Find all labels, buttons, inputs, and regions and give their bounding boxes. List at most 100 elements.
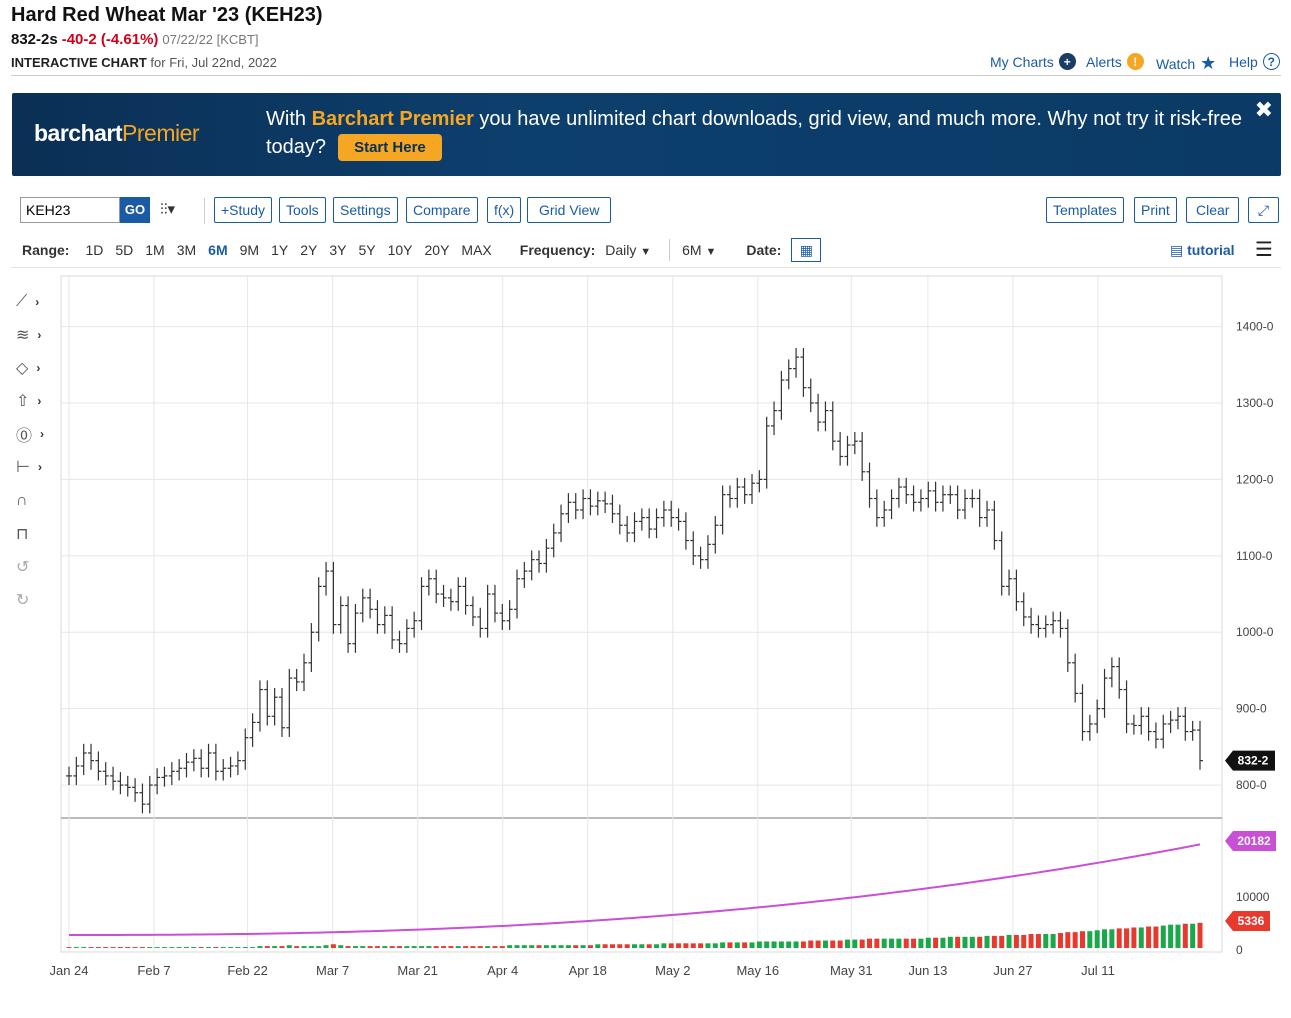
range-option[interactable]: 2Y [300, 242, 318, 258]
volume-bar [213, 947, 219, 948]
date-tick-label: May 16 [736, 963, 779, 978]
fib-tool[interactable]: ≋ › [16, 327, 42, 344]
settings-button[interactable]: Settings [333, 197, 398, 223]
volume-bar [294, 946, 300, 948]
watch-link[interactable]: Watch ★ [1156, 53, 1216, 74]
toolbar-divider [204, 198, 205, 224]
date-tick-label: Jun 27 [993, 963, 1032, 978]
premier-banner: barchartPremier With Barchart Premier yo… [12, 93, 1281, 176]
volume-bar [117, 947, 123, 948]
volume-bar [602, 944, 608, 948]
range-option[interactable]: 3M [176, 242, 197, 258]
help-link[interactable]: Help? [1229, 53, 1280, 70]
start-here-button[interactable]: Start Here [338, 134, 442, 162]
quote-meta: 07/22/22 [KCBT] [162, 32, 259, 47]
range-option[interactable]: 9M [239, 242, 260, 258]
range-option[interactable]: 1M [145, 242, 165, 258]
templates-button[interactable]: Templates [1046, 197, 1124, 223]
volume-bar [933, 937, 939, 948]
shape-tool[interactable]: ◇ › [16, 360, 41, 377]
volume-bar [103, 947, 109, 948]
alerts-label: Alerts [1086, 53, 1122, 70]
volume-bar [705, 943, 711, 948]
volume-bar [911, 938, 917, 948]
grid-view-button[interactable]: Grid View [527, 197, 612, 223]
magnet-tool[interactable]: ∩ [16, 490, 56, 512]
circle-zero-icon: ⓪ [16, 428, 33, 445]
tutorial-link[interactable]: ▤ tutorial [1170, 242, 1235, 259]
print-button[interactable]: Print [1134, 197, 1177, 223]
tools-button[interactable]: Tools [279, 197, 326, 223]
undo-button[interactable]: ↺ [16, 556, 56, 578]
chevron-down-icon: ▼ [705, 246, 717, 258]
close-icon[interactable]: ✖ [1254, 97, 1273, 122]
range-option[interactable]: 5D [115, 242, 134, 258]
volume-bar [88, 947, 94, 948]
go-button[interactable]: GO [120, 197, 150, 223]
volume-bar [536, 945, 542, 948]
calendar-icon[interactable]: ▦ [791, 238, 822, 262]
annotation-tool[interactable]: ⓪ › [16, 423, 56, 445]
arrow-tool[interactable]: ⇧ › [16, 393, 42, 410]
date-tick-label: Mar 21 [397, 963, 437, 978]
volume-bar [514, 945, 520, 948]
volume-bar [720, 942, 726, 948]
volume-bar [529, 945, 535, 948]
volume-bar [830, 940, 836, 948]
volume-bar [837, 940, 843, 948]
line-tool[interactable]: ⟋ › [16, 293, 40, 310]
measure-tool[interactable]: ⊢ › [16, 459, 42, 476]
volume-bar [169, 947, 175, 948]
last-price-tag [1225, 750, 1275, 771]
range-option[interactable]: 3Y [329, 242, 347, 258]
volume-bar [859, 939, 865, 948]
volume-bar [1124, 928, 1130, 948]
volume-bar [661, 943, 667, 948]
volume-bar [1138, 927, 1144, 948]
volume-bar [1175, 924, 1181, 948]
question-icon: ? [1262, 53, 1280, 70]
period-value: 6M [682, 242, 702, 258]
clear-button[interactable]: Clear [1186, 197, 1240, 223]
volume-bar [844, 939, 850, 948]
period-select[interactable]: 6M ▼ [682, 242, 716, 258]
bar-type-dropdown[interactable]: ⫶⫶▾ [160, 201, 176, 218]
range-option[interactable]: MAX [461, 242, 492, 258]
lock-tool[interactable]: ⊓ [16, 523, 56, 545]
volume-bar [969, 936, 975, 948]
frequency-select[interactable]: Daily ▼ [605, 242, 651, 258]
range-option[interactable]: 1D [85, 242, 104, 258]
volume-bar [367, 946, 373, 948]
range-option[interactable]: 10Y [387, 242, 413, 258]
menu-icon[interactable]: ☰ [1255, 239, 1273, 261]
redo-button[interactable]: ↻ [16, 589, 56, 611]
range-option[interactable]: 5Y [358, 242, 376, 258]
volume-bar [521, 945, 527, 948]
volume-bar [1043, 934, 1049, 948]
symbol-input[interactable] [20, 197, 120, 223]
alerts-link[interactable]: Alerts! [1086, 53, 1144, 70]
date-tick-label: Feb 22 [227, 963, 267, 978]
price-tick-label: 1000-0 [1236, 625, 1274, 639]
compare-button[interactable]: Compare [406, 197, 478, 223]
volume-bar [778, 941, 784, 948]
expand-icon[interactable]: ⤢ [1248, 197, 1279, 223]
volume-bar [903, 938, 909, 948]
volume-bar [499, 946, 505, 948]
volume-bar [338, 945, 344, 948]
volume-bar [852, 939, 858, 948]
volume-bar [1094, 930, 1100, 948]
my-charts-link[interactable]: My Charts + [990, 53, 1076, 70]
volume-bar [125, 947, 131, 948]
volume-bar [1006, 934, 1012, 948]
range-option[interactable]: 1Y [271, 242, 289, 258]
volume-bar [962, 936, 968, 948]
range-label: Range: [22, 242, 70, 258]
banner-message: With Barchart Premier you have unlimited… [266, 105, 1246, 162]
study-button[interactable]: +Study [214, 197, 272, 223]
fx-button[interactable]: f(x) [487, 197, 522, 223]
range-option[interactable]: 20Y [424, 242, 450, 258]
range-option[interactable]: 6M [208, 242, 228, 258]
volume-bar [492, 946, 498, 948]
